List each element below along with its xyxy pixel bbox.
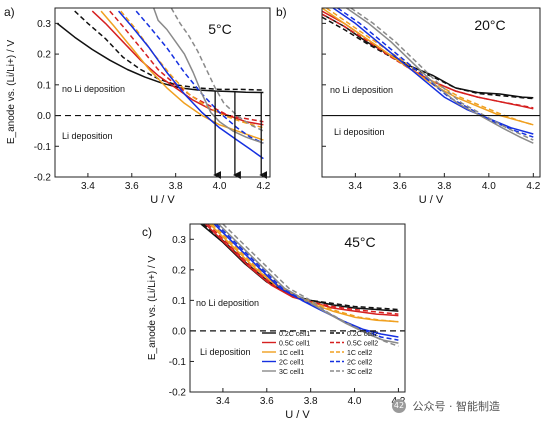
x-axis-label: U / V xyxy=(419,194,444,206)
legend-entry: 2C cell1 xyxy=(279,360,304,367)
region-label-no-deposition: no Li deposition xyxy=(62,84,125,94)
x-tick-label: 4.0 xyxy=(348,396,362,407)
y-axis-label: E_anode vs. (Li/Li+) / V xyxy=(147,256,158,361)
series-line-10 xyxy=(222,224,399,347)
plot-frame xyxy=(321,7,541,178)
series-line-1 xyxy=(322,13,534,99)
series-line-7 xyxy=(118,10,264,160)
x-tick-label: 3.6 xyxy=(393,181,407,192)
series-line-4 xyxy=(109,10,264,123)
legend-entry: 1C cell1 xyxy=(279,350,304,357)
plot-frame xyxy=(189,223,406,393)
panel-3: 3.43.63.84.04.2-0.2-0.10.00.10.20.3U / V… xyxy=(142,223,406,421)
x-tick-label: 3.8 xyxy=(169,181,183,192)
region-label-deposition: Li deposition xyxy=(334,127,385,137)
series-line-8 xyxy=(337,8,534,138)
legend-entry: 0.5C cell1 xyxy=(279,341,310,348)
panel-label: c) xyxy=(142,225,152,239)
series-line-9 xyxy=(217,224,399,344)
series-line-7 xyxy=(332,8,534,135)
series-line-10 xyxy=(170,8,264,132)
series-line-6 xyxy=(120,10,264,129)
wechat-logo-icon: 42 xyxy=(392,399,406,413)
x-axis-label: U / V xyxy=(285,409,310,421)
temperature-label: 5°C xyxy=(208,21,232,37)
series-group xyxy=(56,8,264,160)
y-tick-label: -0.2 xyxy=(169,388,187,399)
series-line-3 xyxy=(91,10,264,126)
series-line-7 xyxy=(213,224,399,338)
series-group xyxy=(200,224,399,347)
panel-1: 3.4 3.6 3.8 4.0 4.2 -0.2 -0.1 0.0 0.1 0.2 0.3 U / V… xyxy=(4,5,271,206)
region-label-no-deposition: no Li deposition xyxy=(330,85,393,95)
y-tick-label: -0.1 xyxy=(169,357,187,368)
legend-entry: 1C cell2 xyxy=(347,350,372,357)
x-tick-label: 4.0 xyxy=(213,181,227,192)
y-tick-label: 0.2 xyxy=(172,265,186,276)
x-tick-label: 4.0 xyxy=(482,181,496,192)
series-line-10 xyxy=(350,8,534,141)
x-tick-label: 3.8 xyxy=(437,181,451,192)
legend-entry: 0.2C cell2 xyxy=(347,331,378,338)
series-line-1 xyxy=(56,22,264,94)
legend-entry: 3C cell2 xyxy=(347,369,372,376)
legend-entry: 3C cell1 xyxy=(279,369,304,376)
x-tick-label: 3.4 xyxy=(348,181,362,192)
x-tick-label: 3.6 xyxy=(125,181,139,192)
legend-entry: 0.5C cell2 xyxy=(347,341,378,348)
plot-frame xyxy=(54,7,271,178)
y-tick-label: 0.1 xyxy=(172,296,186,307)
region-label-deposition: Li deposition xyxy=(200,347,251,357)
temperature-label: 45°C xyxy=(344,234,375,250)
x-tick-label: 3.6 xyxy=(260,396,274,407)
temperature-label: 20°C xyxy=(474,17,505,33)
watermark-text: 公众号 · 智能制造 xyxy=(412,400,501,413)
series-line-9 xyxy=(346,8,534,144)
y-tick-label: 0.2 xyxy=(37,50,51,61)
panel-label: b) xyxy=(276,5,287,19)
y-tick-label: -0.2 xyxy=(34,173,52,184)
series-line-8 xyxy=(215,224,399,341)
x-tick-label: 3.4 xyxy=(216,396,230,407)
series-line-2 xyxy=(322,16,534,100)
x-tick-label: 3.4 xyxy=(81,181,95,192)
x-tick-label: 3.8 xyxy=(304,396,318,407)
y-tick-label: 0.0 xyxy=(172,326,186,337)
panel-2: 3.4 3.6 3.8 4.0 4.2 U / V b) 20°C no Li depositi… xyxy=(276,5,541,206)
y-tick-label: 0.3 xyxy=(37,19,51,30)
x-tick-label: 4.2 xyxy=(256,181,270,192)
y-tick-label: 0.0 xyxy=(37,111,51,122)
region-label-no-deposition: no Li deposition xyxy=(196,298,259,308)
watermark: 42 公众号 · 智能制造 xyxy=(392,398,500,414)
legend-entry: 0.2C cell1 xyxy=(279,331,310,338)
panel-label: a) xyxy=(4,5,15,19)
x-tick-label: 4.2 xyxy=(526,181,540,192)
series-line-5 xyxy=(100,10,264,141)
legend: 0.2C cell1 0.2C cell2 0.5C cell1 0.5C cell2… xyxy=(262,331,378,376)
y-axis-label: E_anode vs. (Li/Li+) / V xyxy=(6,40,17,145)
region-label-deposition: Li deposition xyxy=(62,131,113,141)
x-axis-label: U / V xyxy=(150,194,175,206)
series-group xyxy=(322,8,534,144)
y-tick-label: 0.3 xyxy=(172,235,186,246)
y-tick-label: -0.1 xyxy=(34,142,52,153)
y-tick-label: 0.1 xyxy=(37,80,51,91)
legend-entry: 2C cell2 xyxy=(347,360,372,367)
